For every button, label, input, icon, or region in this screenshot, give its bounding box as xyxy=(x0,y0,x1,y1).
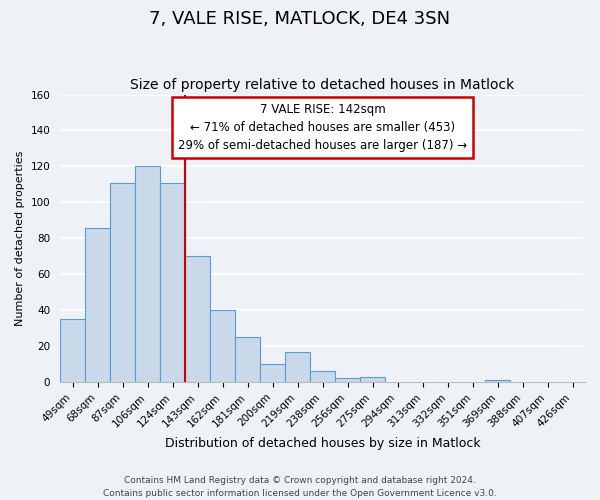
Text: 7 VALE RISE: 142sqm
← 71% of detached houses are smaller (453)
29% of semi-detac: 7 VALE RISE: 142sqm ← 71% of detached ho… xyxy=(178,103,467,152)
Bar xyxy=(135,166,160,382)
Text: Contains HM Land Registry data © Crown copyright and database right 2024.
Contai: Contains HM Land Registry data © Crown c… xyxy=(103,476,497,498)
Bar xyxy=(60,319,85,382)
Bar xyxy=(185,256,210,382)
Bar xyxy=(235,337,260,382)
Bar xyxy=(160,182,185,382)
Bar xyxy=(260,364,285,382)
Text: 7, VALE RISE, MATLOCK, DE4 3SN: 7, VALE RISE, MATLOCK, DE4 3SN xyxy=(149,10,451,28)
Title: Size of property relative to detached houses in Matlock: Size of property relative to detached ho… xyxy=(130,78,515,92)
Y-axis label: Number of detached properties: Number of detached properties xyxy=(15,150,25,326)
Bar xyxy=(360,376,385,382)
Bar xyxy=(110,182,135,382)
Bar xyxy=(310,372,335,382)
Bar xyxy=(210,310,235,382)
Bar xyxy=(85,228,110,382)
Bar xyxy=(335,378,360,382)
Bar xyxy=(285,352,310,382)
Bar xyxy=(485,380,510,382)
X-axis label: Distribution of detached houses by size in Matlock: Distribution of detached houses by size … xyxy=(165,437,481,450)
